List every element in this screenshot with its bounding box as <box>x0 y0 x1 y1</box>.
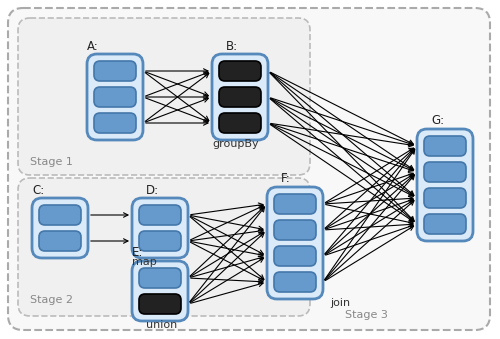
Text: Stage 1: Stage 1 <box>30 157 73 167</box>
FancyBboxPatch shape <box>132 261 188 321</box>
Text: E:: E: <box>132 246 143 259</box>
Text: groupBy: groupBy <box>212 139 258 149</box>
Text: F:: F: <box>281 173 291 185</box>
Text: D:: D: <box>146 183 159 197</box>
FancyBboxPatch shape <box>219 61 261 81</box>
FancyBboxPatch shape <box>8 8 490 330</box>
Text: map: map <box>132 257 157 267</box>
Text: union: union <box>146 320 177 330</box>
Text: G:: G: <box>431 115 444 127</box>
Text: Stage 2: Stage 2 <box>30 295 73 305</box>
FancyBboxPatch shape <box>139 294 181 314</box>
FancyBboxPatch shape <box>274 220 316 240</box>
Text: join: join <box>330 298 350 308</box>
FancyBboxPatch shape <box>274 272 316 292</box>
FancyBboxPatch shape <box>219 87 261 107</box>
FancyBboxPatch shape <box>132 198 188 258</box>
FancyBboxPatch shape <box>417 129 473 241</box>
FancyBboxPatch shape <box>139 205 181 225</box>
FancyBboxPatch shape <box>32 198 88 258</box>
FancyBboxPatch shape <box>39 205 81 225</box>
FancyBboxPatch shape <box>424 162 466 182</box>
FancyBboxPatch shape <box>18 178 310 316</box>
FancyBboxPatch shape <box>267 187 323 299</box>
FancyBboxPatch shape <box>212 54 268 140</box>
FancyBboxPatch shape <box>424 214 466 234</box>
FancyBboxPatch shape <box>219 113 261 133</box>
FancyBboxPatch shape <box>424 188 466 208</box>
Text: C:: C: <box>32 183 44 197</box>
FancyBboxPatch shape <box>274 194 316 214</box>
FancyBboxPatch shape <box>39 231 81 251</box>
FancyBboxPatch shape <box>87 54 143 140</box>
FancyBboxPatch shape <box>424 136 466 156</box>
FancyBboxPatch shape <box>274 246 316 266</box>
FancyBboxPatch shape <box>94 87 136 107</box>
Text: A:: A: <box>87 40 99 53</box>
FancyBboxPatch shape <box>139 231 181 251</box>
Text: B:: B: <box>226 40 238 53</box>
FancyBboxPatch shape <box>94 113 136 133</box>
FancyBboxPatch shape <box>94 61 136 81</box>
Text: Stage 3: Stage 3 <box>345 310 388 320</box>
FancyBboxPatch shape <box>18 18 310 175</box>
FancyBboxPatch shape <box>139 268 181 288</box>
